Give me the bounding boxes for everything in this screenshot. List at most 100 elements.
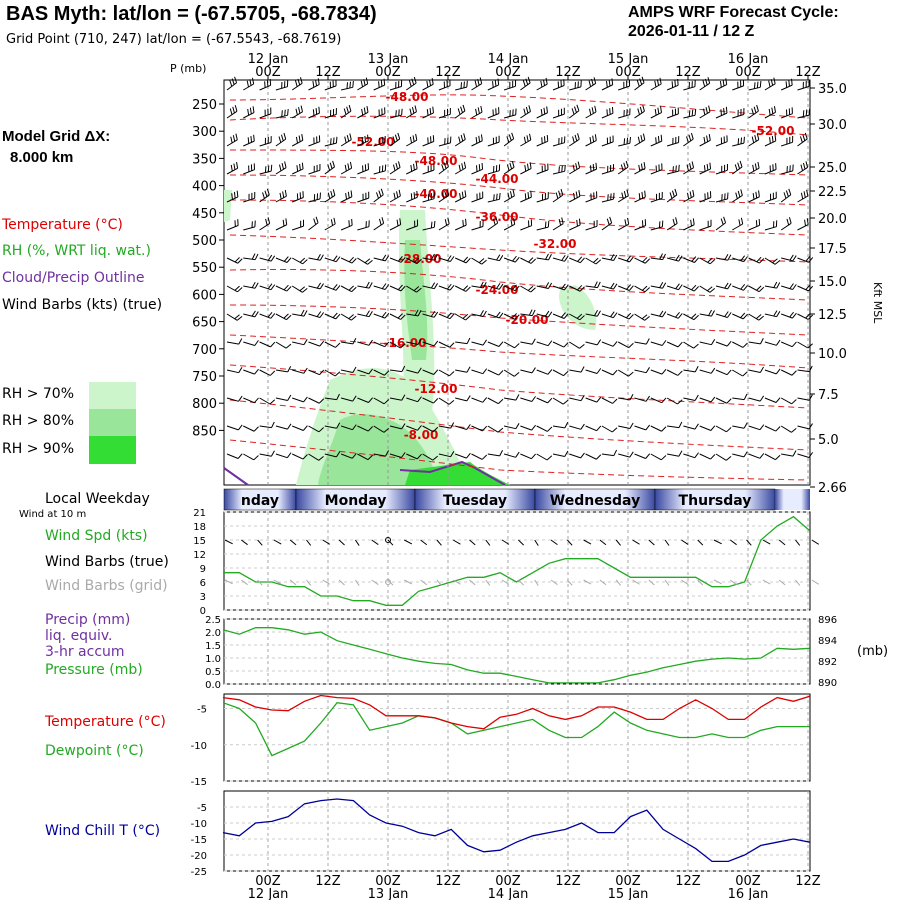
wind-barb-flag: [792, 255, 797, 262]
wind-barb: [797, 218, 809, 231]
wind-barb-flag: [660, 455, 667, 461]
wind-barb: [601, 282, 618, 290]
top-time-label: 00Z: [375, 65, 401, 80]
wind-barb-staff: [569, 167, 580, 175]
wind-barb-staff: [585, 313, 598, 317]
wind-barb-flag: [544, 221, 547, 228]
wind-barb-staff: [732, 166, 743, 175]
wind-barb: [552, 107, 565, 119]
wind-barb-flag: [395, 81, 397, 89]
wind-barb-flag: [636, 80, 640, 87]
wind-barb-flag: [512, 80, 514, 88]
wind-barb: [780, 369, 797, 376]
wind-barb-flag: [301, 134, 304, 141]
wind-barb-flag: [267, 217, 271, 224]
wind-barb-flag: [497, 78, 500, 85]
wind-barb-flag: [284, 161, 287, 168]
wind-barb-flag: [508, 134, 512, 141]
temperature-contour-label: -20.00: [506, 313, 549, 327]
wind-barb-staff: [748, 397, 761, 402]
wind-barb-staff: [552, 194, 564, 203]
wind-barb-staff: [569, 397, 582, 402]
wind-barb-flag: [528, 257, 534, 263]
sfc-wind-barb: [762, 539, 771, 545]
wind-barb: [634, 162, 646, 175]
wind-barb: [520, 257, 536, 264]
wind-barb-flag: [319, 369, 325, 376]
weekday-label: Thursday: [679, 493, 752, 509]
wind-barb-staff: [226, 257, 239, 264]
cloud-outline: [223, 460, 506, 486]
wind-barb: [601, 78, 614, 91]
wind-barb-flag: [346, 82, 349, 89]
wind-barb: [634, 367, 650, 374]
wind-barb-flag: [507, 192, 510, 200]
wind-barb: [243, 368, 259, 375]
wind-barb-flag: [572, 136, 575, 143]
wind-barb-staff: [666, 142, 679, 147]
wind-barb-staff: [455, 425, 467, 430]
wind-barb-flag: [542, 79, 546, 86]
wind-barb-staff: [585, 369, 598, 374]
wind-barb: [569, 423, 585, 430]
wind-barb-flag: [579, 315, 585, 321]
wind-barb-flag: [678, 421, 683, 428]
wind-barb-flag: [612, 341, 618, 347]
wind-barb-flag: [544, 310, 550, 317]
wind-barb: [487, 135, 500, 147]
wind-barb: [666, 397, 683, 405]
wind-barb-flag: [381, 311, 387, 318]
wind-barb-staff: [781, 341, 793, 348]
wind-barb: [503, 218, 516, 231]
wind-barb: [520, 285, 536, 293]
wind-barb-flag: [590, 193, 592, 200]
sfc-wind-barb: [599, 539, 607, 546]
wind-barb-flag: [558, 166, 560, 173]
sfc-wind-barb-grid: [404, 579, 413, 585]
wind-barb: [406, 105, 417, 119]
wind-barb-staff: [618, 285, 630, 291]
wind-barb-flag: [609, 216, 613, 224]
wind-barb-staff: [699, 285, 711, 293]
wind-barb-staff: [748, 257, 760, 264]
sfc-wind-barb-grid: [599, 579, 607, 586]
wind-barb: [454, 190, 467, 203]
wind-barb-staff: [699, 82, 710, 91]
wind-barb-flag: [444, 190, 447, 198]
wind-barb-staff: [226, 369, 239, 374]
wind-barb: [797, 423, 813, 430]
wind-barb-staff: [226, 397, 239, 402]
wind-barb: [748, 256, 765, 264]
wind-barb: [455, 366, 471, 373]
wind-barb-flag: [627, 217, 630, 225]
wind-barb-flag: [786, 218, 790, 226]
wind-barb-flag: [740, 80, 742, 87]
wind-barb: [503, 369, 520, 377]
rh-shade-1: [404, 240, 428, 360]
wind-barb: [406, 338, 422, 345]
wind-barb-staff: [520, 285, 532, 293]
wind-barb: [454, 218, 467, 231]
wind-barb-flag: [593, 257, 599, 263]
wind-barb-staff: [243, 313, 256, 318]
wind-barb: [764, 368, 781, 375]
wind-barb-flag: [414, 220, 416, 227]
wind-barb: [634, 133, 646, 147]
wind-barb-flag: [722, 79, 725, 86]
legend-precip: Precip (mm): [45, 612, 131, 628]
wind-barb: [699, 191, 712, 203]
wind-barb-flag: [641, 76, 645, 83]
wind-barb-flag: [346, 106, 349, 113]
wind-barb: [536, 134, 549, 147]
wind-barb-staff: [520, 111, 531, 119]
wind-barb-flag: [807, 343, 813, 349]
wind-barb: [259, 107, 272, 119]
wind-barb-flag: [546, 106, 548, 113]
wind-barb-staff: [552, 341, 565, 348]
wind-barb-flag: [253, 426, 259, 432]
wind-barb: [373, 450, 389, 457]
wind-barb-flag: [444, 219, 448, 226]
wind-barb-flag: [401, 365, 406, 372]
wind-barb: [764, 339, 781, 346]
wind-barb-flag: [530, 287, 536, 293]
